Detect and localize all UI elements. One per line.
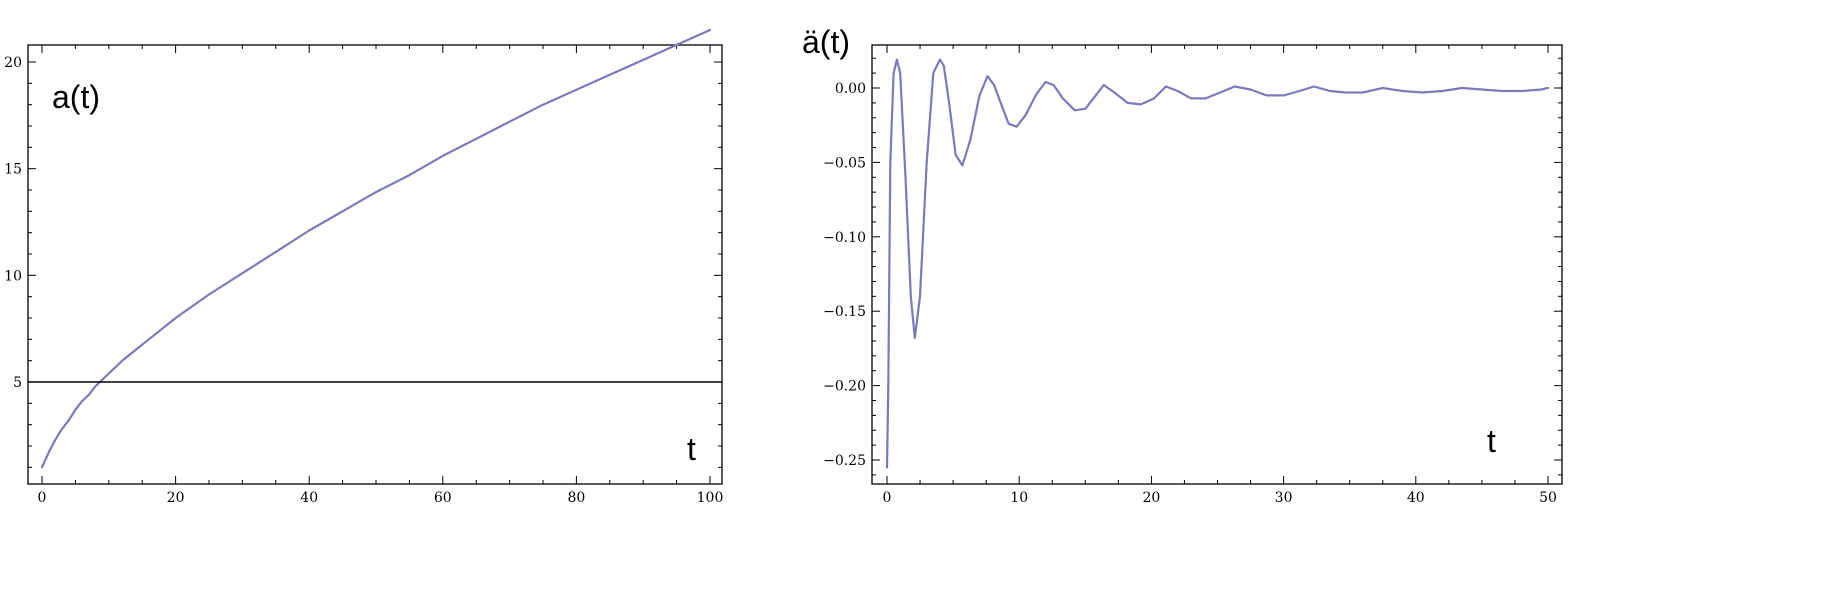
y-tick-label: −0.10	[823, 230, 866, 246]
y-tick-label: 5	[13, 375, 22, 391]
x-tick-label: 80	[567, 490, 585, 506]
right-inplot-label: ä(t)	[802, 24, 850, 60]
x-tick-label: 30	[1275, 490, 1293, 506]
x-tick-label: 10	[1010, 490, 1028, 506]
right-x-axis-label: t	[1487, 423, 1496, 459]
y-tick-label: 20	[4, 55, 22, 71]
right-series-group	[885, 58, 1550, 469]
x-tick-label: 50	[1539, 490, 1557, 506]
x-tick-label: 20	[167, 490, 185, 506]
left-x-axis-label: t	[687, 431, 696, 467]
left-series-group	[28, 28, 722, 469]
left-chart: 0 20 40 60 80 100 5 10 15 20 a(t) t	[4, 28, 723, 506]
x-tick-label: 0	[883, 490, 892, 506]
y-tick-label: 15	[4, 162, 22, 178]
left-inplot-label: a(t)	[52, 79, 100, 115]
x-tick-label: 40	[300, 490, 318, 506]
right-chart: 0 10 20 30 40 50 0.00 −0.05 −0.10 −0.15 −0.20 −0.25…	[802, 24, 1563, 506]
x-tick-label: 60	[434, 490, 452, 506]
right-axis-ticks: 0 10 20 30 40 50 0.00 −0.05 −0.10 −0.15 −0.20 −0.25	[823, 45, 1562, 506]
x-tick-label: 40	[1407, 490, 1425, 506]
y-tick-label: −0.25	[823, 453, 866, 469]
left-axis-ticks: 0 20 40 60 80 100 5 10 15 20	[4, 45, 723, 506]
x-tick-label: 0	[38, 490, 47, 506]
y-tick-label: 0.00	[835, 81, 866, 97]
y-tick-label: −0.20	[823, 379, 866, 395]
x-tick-label: 100	[697, 490, 724, 506]
y-tick-label: −0.05	[823, 155, 866, 171]
y-tick-label: 10	[4, 268, 22, 284]
left-plot-frame	[27, 44, 723, 485]
series-line	[885, 58, 1550, 469]
x-tick-label: 20	[1142, 490, 1160, 506]
series-line	[40, 28, 712, 469]
y-tick-label: −0.15	[823, 304, 866, 320]
